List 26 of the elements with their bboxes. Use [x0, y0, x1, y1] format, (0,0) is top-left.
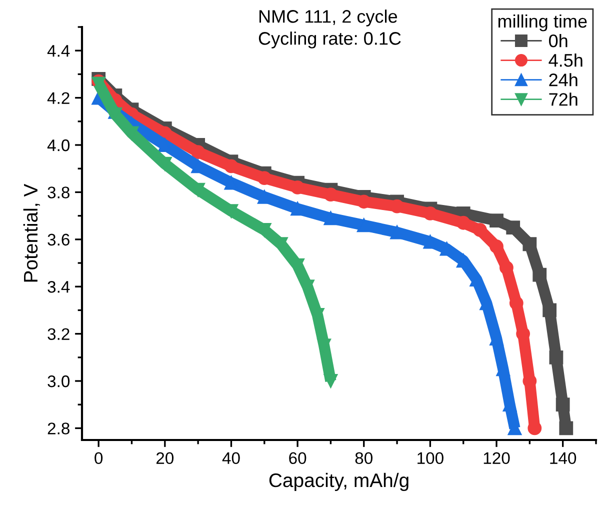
legend-label: 4.5h — [548, 54, 582, 67]
legend-label: 0h — [549, 34, 568, 48]
x-tick-label: 100 — [418, 452, 444, 464]
legend-label: 24h — [549, 73, 578, 86]
x-tick-label: 80 — [355, 452, 372, 464]
y-tick-label: 4.4 — [47, 45, 70, 57]
y-tick-label: 3.4 — [48, 281, 70, 293]
x-tick-label: 60 — [289, 452, 306, 464]
y-tick-label: 3.6 — [48, 234, 70, 246]
x-tick-label: 0 — [94, 452, 103, 464]
legend-title: milling time — [498, 14, 587, 32]
x-tick-label: 20 — [156, 452, 174, 464]
y-axis-title: Potential, V — [23, 184, 40, 282]
text: NMC 111, 2 cycle — [259, 10, 398, 26]
x-tick-label: 140 — [550, 452, 576, 464]
annotation: Cycling rate: 0.1C — [258, 32, 401, 48]
y-tick-label: 2.8 — [48, 422, 70, 434]
y-tick-label: 3.0 — [48, 375, 70, 388]
y-tick-label: 3.8 — [48, 186, 70, 198]
y-tick-label: 3.2 — [48, 328, 70, 340]
legend-label: 72h — [549, 92, 578, 106]
x-axis-title: Capacity, mAh/g — [269, 472, 408, 492]
y-tick-label: 4.2 — [47, 92, 70, 104]
x-tick-label: 40 — [222, 452, 240, 464]
y-tick-label: 4.0 — [47, 139, 70, 152]
x-tick-label: 120 — [484, 452, 510, 464]
